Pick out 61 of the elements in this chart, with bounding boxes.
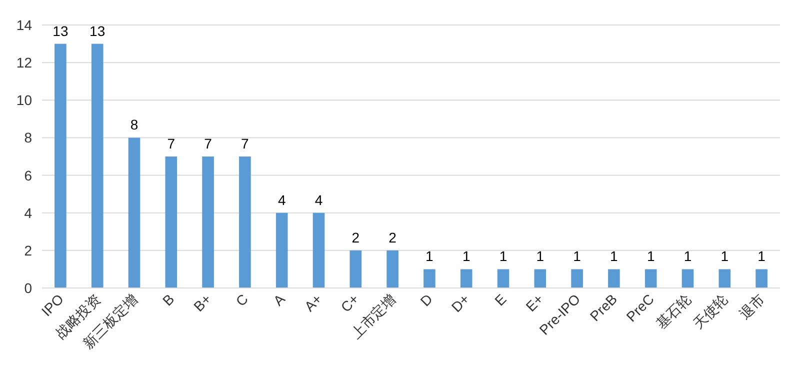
data-label: 2 (388, 229, 397, 246)
x-tick-label: B+ (190, 290, 214, 315)
data-label: 1 (684, 248, 692, 264)
bar (165, 156, 178, 288)
bar (682, 269, 694, 288)
data-label: 1 (573, 248, 582, 264)
x-tick-label: E (491, 290, 510, 309)
x-tick-label: E+ (522, 290, 546, 315)
y-tick-label: 8 (24, 130, 32, 146)
bar (644, 269, 657, 288)
x-tick-label: C (232, 290, 252, 310)
data-label: 2 (352, 229, 360, 246)
x-tick-label: D (417, 290, 436, 310)
data-label: 1 (536, 248, 544, 264)
bar (460, 269, 472, 288)
bar (424, 269, 436, 288)
bar (276, 212, 288, 288)
data-label: 7 (241, 136, 250, 152)
bar (756, 269, 768, 288)
data-label: 4 (278, 192, 286, 208)
bar (497, 269, 510, 288)
data-label: 1 (646, 248, 655, 264)
data-label: 1 (499, 248, 508, 264)
bar (350, 250, 362, 288)
y-tick-label: 4 (24, 204, 32, 221)
data-label: 13 (90, 22, 106, 39)
data-label: 1 (758, 248, 766, 264)
bar (91, 44, 104, 288)
data-label: 1 (720, 248, 729, 264)
data-label: 1 (462, 248, 470, 264)
x-tick-label: 基石轮 (652, 290, 694, 332)
bar (571, 269, 583, 288)
data-label: 1 (610, 248, 618, 264)
y-tick-label: 12 (16, 54, 32, 71)
bar (202, 156, 214, 288)
bar (386, 250, 398, 288)
y-tick-label: 0 (24, 280, 32, 296)
bar (128, 138, 140, 288)
x-tick-label: A+ (301, 290, 325, 315)
x-tick-label: IPO (38, 290, 67, 320)
x-tick-label: 退市 (736, 290, 768, 322)
bar (534, 269, 546, 288)
y-tick-label: 10 (16, 92, 32, 108)
x-tick-label: D+ (448, 290, 472, 316)
data-label: 4 (314, 192, 323, 208)
data-label: 7 (167, 136, 176, 152)
y-tick-label: 6 (24, 167, 32, 184)
data-label: 8 (130, 116, 138, 133)
x-tick-label: B (159, 290, 178, 309)
data-label: 13 (52, 22, 68, 39)
x-tick-label: A (270, 290, 288, 309)
bar (608, 269, 620, 288)
data-label: 7 (204, 136, 212, 152)
y-tick-label: 2 (24, 242, 32, 258)
bar (718, 269, 731, 288)
bar (239, 156, 251, 288)
y-tick-label: 14 (16, 17, 32, 33)
x-tick-label: C+ (338, 290, 362, 316)
bar (312, 212, 325, 288)
data-label: 1 (426, 248, 434, 264)
bar (54, 44, 66, 288)
